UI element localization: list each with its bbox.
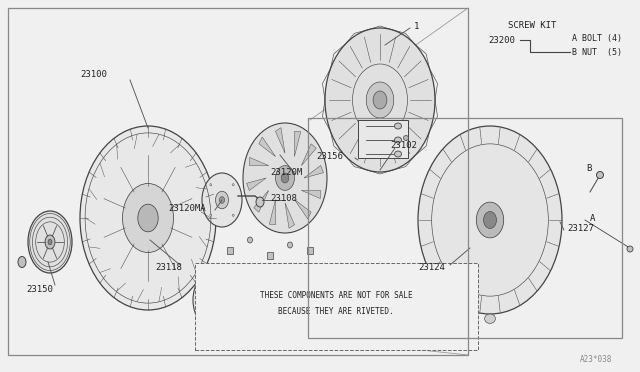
Ellipse shape (220, 197, 225, 203)
Bar (358, 120, 408, 158)
Bar (262, 285, 268, 292)
Text: 23102: 23102 (390, 141, 417, 150)
Ellipse shape (28, 211, 72, 273)
Ellipse shape (208, 290, 222, 310)
Ellipse shape (627, 246, 633, 252)
Ellipse shape (138, 204, 158, 232)
Text: 23108: 23108 (270, 193, 297, 202)
Ellipse shape (366, 82, 394, 118)
Bar (307, 247, 313, 254)
Bar (267, 252, 273, 259)
Ellipse shape (232, 214, 234, 217)
Text: 23118: 23118 (155, 263, 182, 273)
Text: 23120M: 23120M (270, 167, 302, 176)
Polygon shape (275, 128, 285, 153)
Ellipse shape (202, 282, 204, 284)
Ellipse shape (596, 171, 604, 179)
Text: 23124: 23124 (418, 263, 445, 273)
Ellipse shape (373, 91, 387, 109)
Ellipse shape (232, 265, 237, 271)
Ellipse shape (210, 214, 211, 217)
Ellipse shape (45, 235, 55, 249)
Ellipse shape (18, 257, 26, 267)
Ellipse shape (80, 126, 216, 310)
Polygon shape (285, 203, 294, 228)
Polygon shape (253, 190, 269, 212)
Text: 23127: 23127 (567, 224, 594, 232)
Text: B: B (586, 164, 591, 173)
Ellipse shape (122, 183, 173, 253)
Ellipse shape (48, 239, 52, 245)
Ellipse shape (243, 123, 327, 233)
Bar (252, 269, 258, 276)
Text: 23100: 23100 (80, 70, 107, 78)
Ellipse shape (227, 282, 228, 284)
Ellipse shape (281, 173, 289, 183)
Ellipse shape (216, 191, 228, 209)
Text: 23156: 23156 (316, 151, 343, 160)
Text: A23*038: A23*038 (580, 356, 612, 365)
Bar (227, 247, 233, 254)
Polygon shape (259, 137, 276, 157)
Ellipse shape (483, 212, 497, 228)
Polygon shape (301, 190, 321, 199)
Ellipse shape (256, 197, 264, 207)
Ellipse shape (418, 126, 562, 314)
Ellipse shape (227, 316, 228, 318)
Text: THESE COMPONENTS ARE NOT FOR SALE: THESE COMPONENTS ARE NOT FOR SALE (260, 291, 412, 299)
Text: 23200: 23200 (488, 35, 515, 45)
Ellipse shape (394, 151, 401, 157)
Ellipse shape (403, 135, 408, 141)
Ellipse shape (212, 296, 218, 304)
Ellipse shape (325, 28, 435, 172)
Ellipse shape (394, 137, 401, 143)
Text: BECAUSE THEY ARE RIVETED.: BECAUSE THEY ARE RIVETED. (278, 308, 394, 317)
Polygon shape (269, 199, 276, 225)
Ellipse shape (476, 202, 504, 238)
Ellipse shape (276, 166, 294, 190)
Ellipse shape (193, 270, 237, 330)
Polygon shape (304, 166, 323, 178)
Ellipse shape (248, 237, 253, 243)
Ellipse shape (243, 282, 248, 288)
Polygon shape (294, 131, 301, 157)
Ellipse shape (287, 242, 292, 248)
Bar (292, 272, 298, 279)
Text: SCREW KIT: SCREW KIT (508, 20, 556, 29)
Ellipse shape (273, 265, 278, 271)
Ellipse shape (394, 123, 401, 129)
Text: A BOLT (4): A BOLT (4) (572, 33, 622, 42)
Ellipse shape (282, 282, 287, 288)
Text: 1: 1 (414, 22, 419, 31)
Text: B NUT  (5): B NUT (5) (572, 48, 622, 57)
Polygon shape (250, 157, 269, 166)
Bar (308, 118, 622, 338)
Text: A: A (590, 214, 595, 222)
Text: 23120MA: 23120MA (168, 203, 205, 212)
Ellipse shape (484, 314, 495, 323)
Bar (195, 263, 478, 350)
Ellipse shape (202, 173, 242, 227)
Polygon shape (246, 178, 266, 190)
Ellipse shape (202, 316, 204, 318)
Text: 23150: 23150 (26, 285, 53, 295)
Ellipse shape (210, 184, 211, 186)
Ellipse shape (232, 184, 234, 186)
Polygon shape (294, 199, 311, 219)
Bar (8, 8, 468, 355)
Polygon shape (301, 144, 316, 166)
